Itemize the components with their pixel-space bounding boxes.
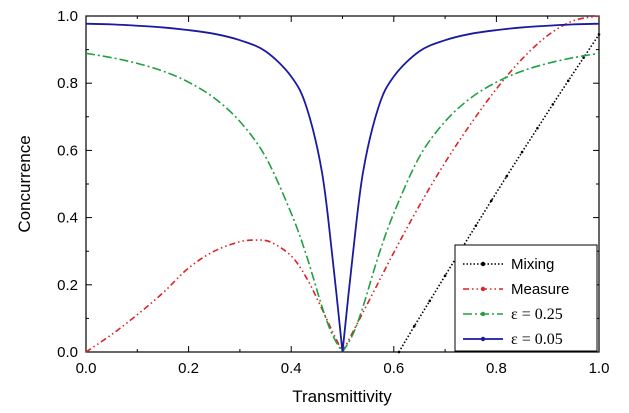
tick-labels: 0.0 0.2 0.4 0.6 0.8 1.0 0.0 0.2 0.4 0.6 0.8 1.0 — [57, 8, 609, 377]
x-axis-title: Transmittivity — [292, 387, 392, 406]
series-point — [520, 150, 524, 154]
series-point — [397, 350, 401, 354]
series-point — [582, 56, 585, 59]
legend-items: Mixing Measure ε = 0.25 ε = 0.05 — [463, 256, 569, 348]
series-point — [536, 126, 539, 130]
legend-marker-3 — [480, 336, 486, 342]
series-point — [474, 224, 478, 227]
series-point — [413, 324, 416, 328]
x-tick-label: 0.6 — [383, 360, 404, 377]
y-axis-title: Concurrence — [15, 135, 34, 232]
legend-label-2: ε = 0.25 — [511, 306, 563, 323]
y-tick-label: 0.6 — [57, 142, 78, 159]
y-tick-label: 0.0 — [57, 344, 78, 361]
legend: Mixing Measure ε = 0.25 ε = 0.05 — [454, 244, 598, 352]
series-line-2 — [85, 52, 600, 353]
x-tick-label: 1.0 — [589, 360, 610, 377]
legend-marker-2 — [480, 311, 486, 317]
y-tick-label: 0.8 — [57, 75, 78, 92]
series-point — [551, 103, 555, 106]
series-point — [566, 79, 570, 83]
series-point — [597, 33, 601, 36]
legend-label-0: Mixing — [511, 256, 554, 273]
legend-box — [454, 244, 598, 352]
y-tick-label: 0.4 — [57, 210, 78, 227]
series-line-3 — [85, 22, 600, 353]
legend-marker-1 — [480, 286, 486, 292]
x-tick-label: 0.2 — [178, 360, 199, 377]
x-tick-label: 0.0 — [76, 360, 97, 377]
y-tick-label: 1.0 — [57, 8, 78, 25]
axis-ticks — [85, 15, 600, 353]
x-tick-label: 0.8 — [486, 360, 507, 377]
legend-label-3: ε = 0.05 — [511, 331, 563, 348]
series-point — [443, 274, 447, 278]
series-point — [428, 299, 432, 303]
series-layer — [85, 15, 601, 354]
legend-label-1: Measure — [511, 281, 569, 298]
x-tick-label: 0.4 — [281, 360, 302, 377]
series-point — [489, 199, 493, 203]
series-point — [505, 174, 508, 178]
legend-marker-0 — [480, 261, 486, 267]
series-line-1 — [85, 15, 600, 353]
y-tick-label: 0.2 — [57, 277, 78, 294]
